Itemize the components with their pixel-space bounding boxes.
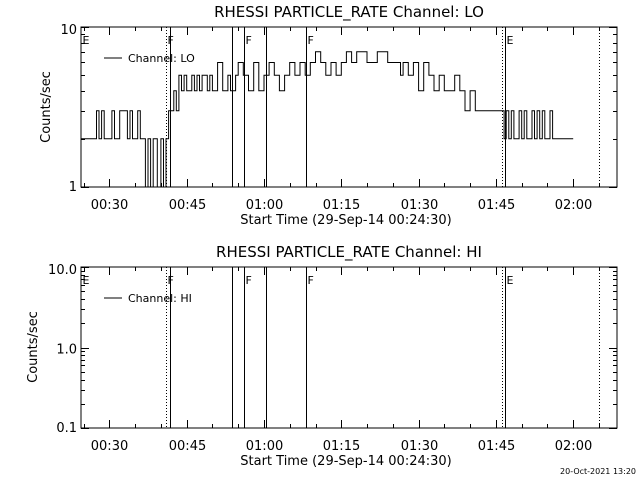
x-axis-label-hi: Start Time (29-Sep-14 00:24:30) xyxy=(240,454,451,469)
y-tick-label-hi-0: 0.1 xyxy=(56,421,77,436)
marker-label-lo-4: F xyxy=(246,34,252,47)
panel-hi: RHESSI PARTICLE_RATE Channel: HI EFFFE 0… xyxy=(26,243,618,469)
chart-title-hi: RHESSI PARTICLE_RATE Channel: HI xyxy=(216,243,482,262)
x-tick-label-lo-3: 01:15 xyxy=(323,198,360,213)
marker-label-lo-0: E xyxy=(83,34,90,47)
x-tick-label-lo-4: 01:30 xyxy=(401,198,438,213)
legend-lo: Channel: LO xyxy=(104,52,195,65)
legend-hi: Channel: HI xyxy=(104,292,192,305)
x-tick-label-hi-3: 01:15 xyxy=(323,439,360,454)
x-tick-label-hi-4: 01:30 xyxy=(401,439,438,454)
marker-label-hi-8: E xyxy=(507,274,514,287)
marker-lines-lo: EFFFE xyxy=(83,27,600,187)
marker-label-hi-4: F xyxy=(246,274,252,287)
x-tick-label-lo-2: 01:00 xyxy=(246,198,283,213)
y-tick-label-lo-1: 10 xyxy=(60,23,77,38)
chart-title-lo: RHESSI PARTICLE_RATE Channel: LO xyxy=(214,3,484,22)
plot-frame-lo xyxy=(80,26,618,188)
y-tick-label-lo-0: 1 xyxy=(69,180,77,195)
axis-ticks-lo: 00:30 00:45 01:00 01:15 01:30 01:45 02:00 1 10 xyxy=(60,23,617,213)
y-tick-label-hi-1: 1.0 xyxy=(56,343,77,358)
axis-ticks-hi: 00:30 00:45 01:00 01:15 01:30 01:45 02:00 0.1 1.… xyxy=(48,263,617,454)
marker-label-hi-6: F xyxy=(308,274,314,287)
plot-frame-hi xyxy=(80,266,618,429)
marker-label-lo-8: E xyxy=(507,34,514,47)
series-line-lo xyxy=(81,51,574,188)
y-axis-label-hi: Counts/sec xyxy=(26,311,41,383)
marker-label-lo-6: F xyxy=(308,34,314,47)
x-axis-label-lo: Start Time (29-Sep-14 00:24:30) xyxy=(240,213,451,228)
footer-timestamp: 20-Oct-2021 13:20 xyxy=(560,467,636,476)
x-tick-label-lo-6: 02:00 xyxy=(555,198,592,213)
x-tick-label-hi-6: 02:00 xyxy=(555,439,592,454)
panel-lo: RHESSI PARTICLE_RATE Channel: LO EFFFE 0… xyxy=(39,3,618,228)
x-tick-label-hi-1: 00:45 xyxy=(169,439,206,454)
y-tick-label-hi-2: 10.0 xyxy=(48,263,77,278)
legend-label-lo: Channel: LO xyxy=(128,52,195,65)
y-axis-label-lo: Counts/sec xyxy=(39,71,54,143)
x-tick-label-hi-2: 01:00 xyxy=(246,439,283,454)
legend-label-hi: Channel: HI xyxy=(128,292,192,305)
x-tick-label-hi-5: 01:45 xyxy=(478,439,515,454)
marker-label-hi-0: E xyxy=(83,274,90,287)
x-tick-label-hi-0: 00:30 xyxy=(91,439,128,454)
marker-lines-hi: EFFFE xyxy=(83,267,600,428)
x-tick-label-lo-5: 01:45 xyxy=(478,198,515,213)
x-tick-label-lo-0: 00:30 xyxy=(91,198,128,213)
x-tick-label-lo-1: 00:45 xyxy=(169,198,206,213)
